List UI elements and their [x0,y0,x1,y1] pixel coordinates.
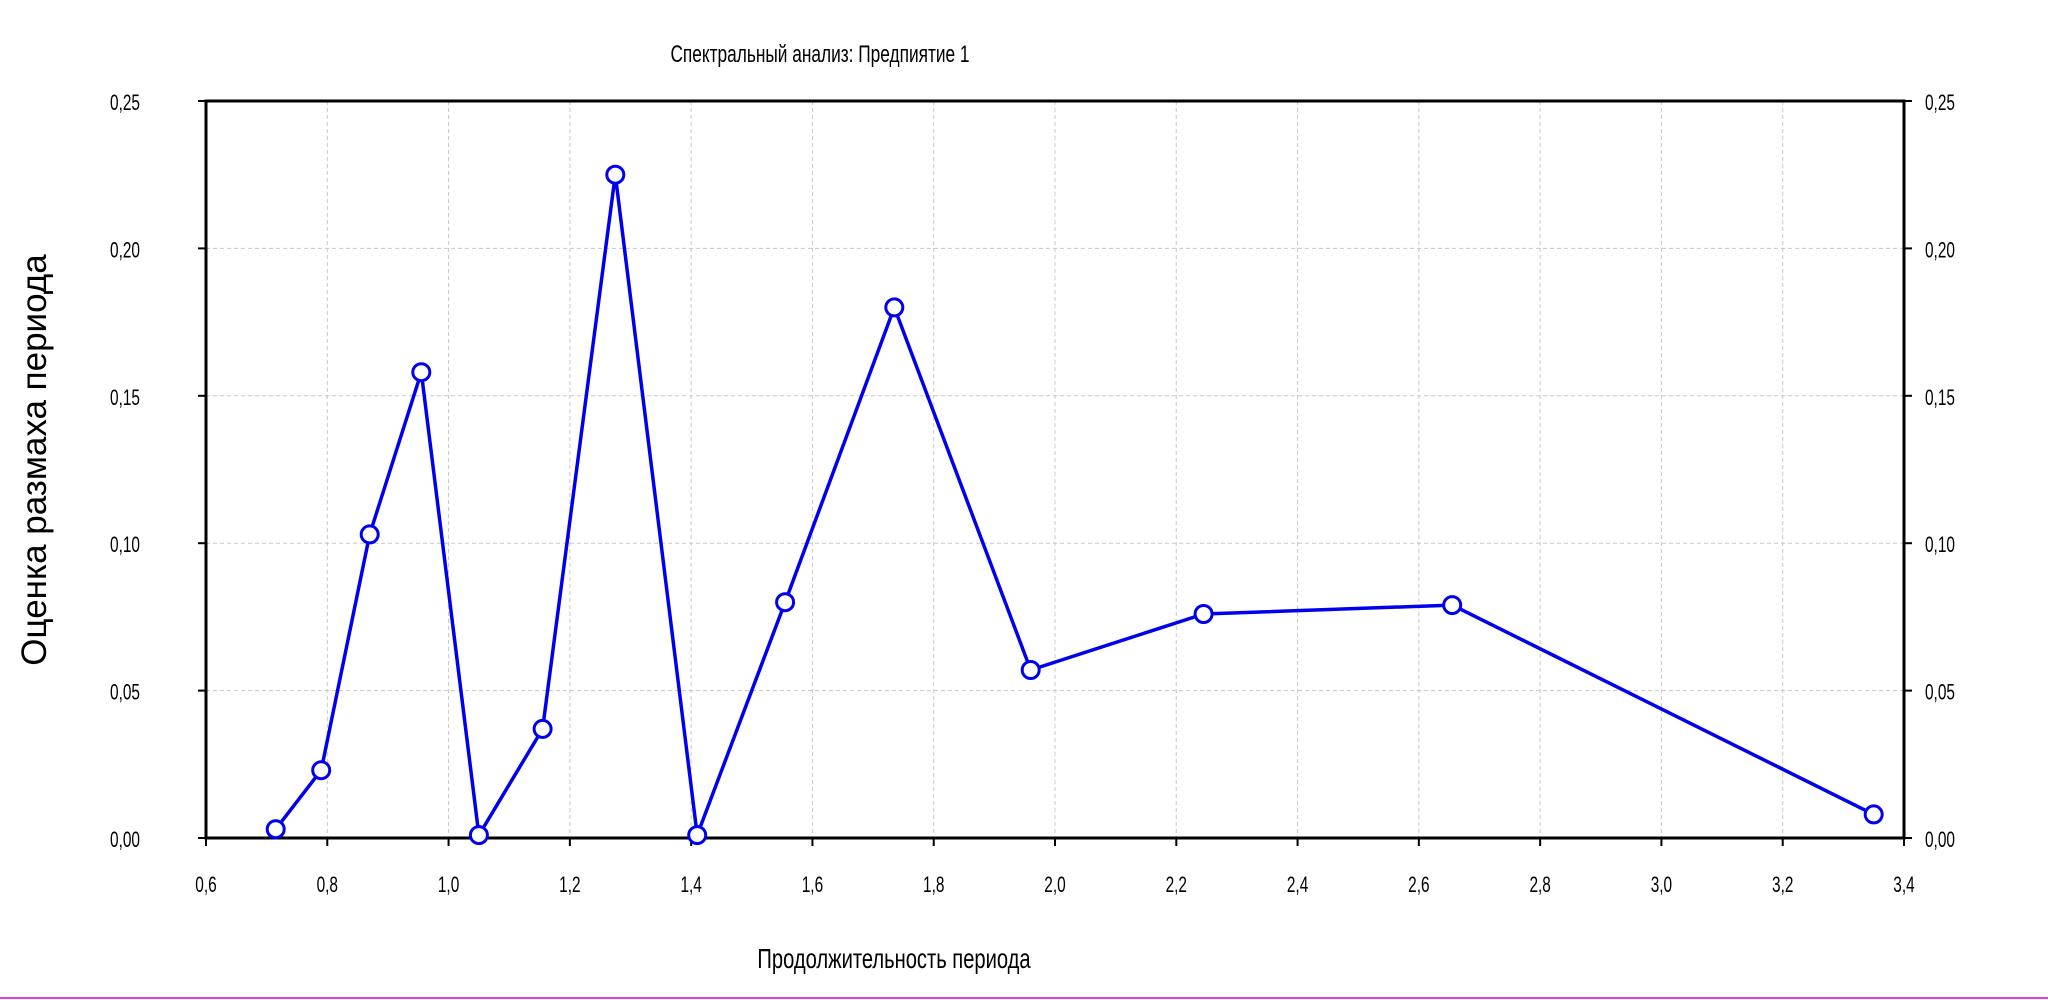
y-tick-label-right: 0,10 [1925,534,1955,558]
x-axis-label: Продолжительность периода [757,944,1031,975]
x-tick-label: 2,6 [1408,873,1429,897]
y-tick-label-left: 0,20 [110,239,140,263]
data-point [775,592,796,613]
y-tick-label-right: 0,05 [1925,681,1955,705]
y-tick-label-left: 0,05 [110,681,140,705]
x-tick-label: 3,4 [1893,873,1914,897]
x-tick-label: 1,4 [680,873,701,897]
y-axis-label: Оценка размаха периода [15,254,54,666]
chart-title: Спектральный анализ: Предпиятие 1 [670,41,969,67]
plot-frame [204,99,1906,840]
x-tick-label: 2,4 [1287,873,1308,897]
y-tick-label-right: 0,20 [1925,239,1955,263]
x-tick-label: 2,8 [1529,873,1550,897]
data-point [411,362,432,383]
data-point [1193,604,1214,624]
data-point [1442,595,1463,616]
data-point [265,819,286,840]
x-tick-label: 1,8 [923,873,944,897]
data-point [884,297,905,318]
data-point [605,164,626,185]
series-layer [265,164,1884,846]
data-point [468,825,489,846]
x-tick-label: 2,2 [1166,873,1187,897]
x-tick-label: 3,2 [1772,873,1793,897]
y-tick-label-right: 0,15 [1925,386,1955,410]
x-tick-label: 2,0 [1044,873,1065,897]
x-tick-label: 1,6 [802,873,823,897]
data-point [532,718,553,739]
data-point [311,760,332,781]
data-point [359,524,380,545]
y-tick-label-left: 0,00 [110,828,140,852]
y-tick-label-right: 0,00 [1925,828,1955,852]
y-tick-label-right: 0,25 [1925,91,1955,115]
data-point [687,825,708,846]
y-tick-label-left: 0,15 [110,386,140,410]
x-tick-label: 1,0 [438,873,459,897]
grid [206,101,1904,838]
data-point [1020,660,1041,680]
y-tick-label-left: 0,10 [110,534,140,558]
x-tick-label: 3,0 [1651,873,1672,897]
x-tick-label: 0,6 [195,873,216,897]
data-point [1863,804,1884,825]
series-line [274,172,1875,837]
y-tick-label-left: 0,25 [110,91,140,115]
x-tick-label: 0,8 [317,873,338,897]
x-tick-label: 1,2 [559,873,580,897]
axis-ticks: 0,6 0,8 1,0 1,2 1,4 1,6 1,8 2,0 2,2 2,4 2,6 2,8 3,0 3… [110,91,1955,897]
